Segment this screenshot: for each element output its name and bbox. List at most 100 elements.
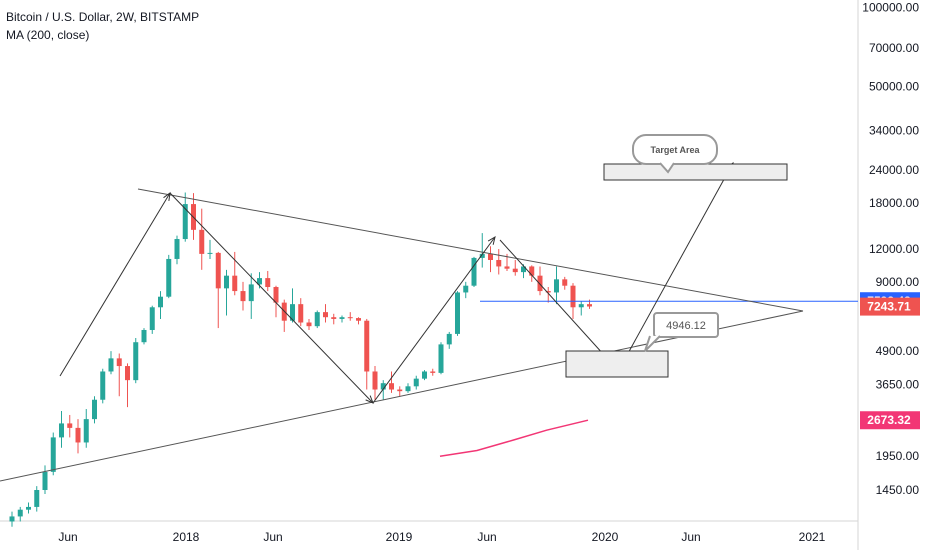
price-label: 7243.71 (867, 300, 911, 314)
candle-body (438, 344, 444, 373)
candle-body (257, 278, 262, 285)
price-tick-label: 3650.00 (876, 378, 920, 392)
candle-body (554, 279, 559, 293)
candle-body (323, 312, 328, 318)
price-tick-label: 9000.00 (876, 275, 920, 289)
candle-body (100, 371, 106, 400)
candle-body (512, 268, 518, 273)
candle-body (141, 329, 147, 343)
price-tick-label: 1450.00 (876, 483, 920, 497)
candle-body (479, 253, 485, 258)
chart-title: Bitcoin / U.S. Dollar, 2W, BITSTAMP (6, 10, 200, 24)
candle-body (116, 358, 122, 367)
candle-body (413, 378, 419, 387)
candle-body (422, 371, 427, 379)
swing-arrow-5 (620, 162, 734, 367)
candle-body (133, 342, 139, 381)
target-callout-bubble (632, 134, 718, 165)
candle-body (182, 204, 188, 240)
time-tick-label: 2021 (799, 530, 826, 544)
candle-body (356, 318, 361, 321)
candle-body (347, 317, 353, 319)
candle-body (496, 259, 502, 267)
chart-legend: Bitcoin / U.S. Dollar, 2W, BITSTAMP MA (… (6, 8, 199, 44)
level-callout-tail (644, 335, 661, 352)
swing-arrow-4 (499, 239, 615, 367)
candle-body (331, 317, 337, 319)
time-tick-label: Jun (477, 530, 496, 544)
candle-body (545, 291, 551, 293)
target-area-label: Target Area (650, 145, 700, 155)
price-label-bg (860, 297, 920, 316)
time-tick-label: Jun (681, 530, 700, 544)
price-tick-label: 18000.00 (869, 196, 919, 210)
price-tick-label: 100000.00 (862, 0, 919, 14)
candle-body (455, 292, 460, 334)
price-tick-label: 4900.00 (876, 344, 920, 358)
candle-body (207, 252, 213, 254)
candle-body (587, 304, 592, 307)
candle-body (389, 383, 394, 390)
candle-body (83, 419, 89, 443)
candle-body (199, 229, 205, 254)
candle-body (50, 437, 56, 472)
candle-body (298, 304, 304, 323)
candle-body (59, 423, 64, 438)
candle-body (34, 490, 40, 507)
swing-arrow-1 (59, 192, 171, 377)
candle-body (17, 509, 23, 517)
price-tick-label: 50000.00 (869, 79, 919, 93)
candle-body (537, 275, 543, 292)
price-label-bg (860, 411, 920, 430)
time-tick-label: 2020 (592, 530, 619, 544)
candle-body (248, 284, 254, 302)
level-callout-label: 4946.12 (666, 320, 706, 332)
price-tick-label: 12000.00 (869, 242, 919, 256)
swing-arrow-3 (372, 236, 496, 404)
candle-body (149, 307, 155, 330)
candle-body (397, 389, 403, 392)
candle-body (463, 285, 469, 293)
price-label: 2673.32 (867, 413, 911, 427)
candle-body (430, 371, 436, 373)
level-callout-box (653, 312, 719, 338)
candle-body (521, 266, 526, 273)
candle-body (570, 285, 576, 308)
upper-trendline (137, 188, 804, 312)
candle-body (372, 371, 378, 390)
candle-body (240, 291, 246, 302)
candle-body (380, 383, 386, 390)
candle-body (290, 304, 295, 321)
candle-body (174, 239, 180, 259)
candle-body (405, 386, 411, 392)
lower-trendline (0, 310, 804, 482)
swing-arrow-3-head (487, 235, 496, 245)
indicator-label: MA (200, close) (6, 28, 90, 42)
candle-body (158, 296, 163, 308)
candle-body (314, 312, 320, 327)
candle-body (42, 471, 48, 490)
candle-body (578, 304, 584, 308)
moving-average-line (439, 419, 589, 457)
candle-body (446, 333, 452, 345)
candle-body (364, 320, 370, 372)
time-tick-label: Jun (58, 530, 77, 544)
candle-body (75, 427, 81, 443)
price-tick-label: 24000.00 (869, 163, 919, 177)
candle-body (488, 253, 493, 260)
time-tick-label: Jun (263, 530, 282, 544)
candle-body (562, 279, 568, 286)
candle-body (273, 287, 279, 303)
candle-body (125, 366, 130, 381)
candle-body (215, 252, 221, 289)
candle-body (166, 258, 172, 297)
candle-body (504, 266, 510, 269)
target-callout-tail (659, 162, 675, 174)
candle-body (108, 358, 114, 372)
time-tick-label: 2019 (386, 530, 413, 544)
candle-body (26, 506, 31, 510)
candle-body (224, 275, 229, 289)
candle-body (529, 266, 535, 276)
candle-body (471, 257, 477, 286)
